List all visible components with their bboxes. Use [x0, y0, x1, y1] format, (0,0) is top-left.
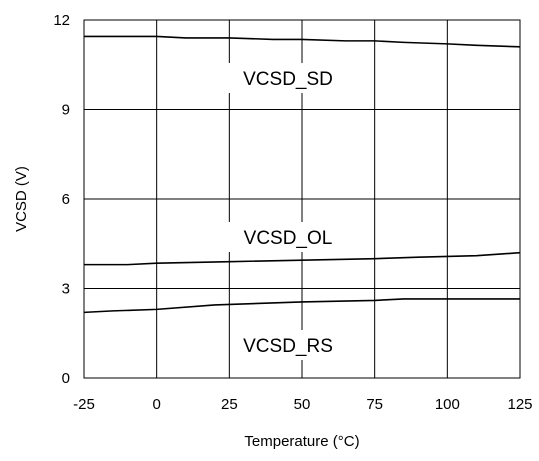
series-labels: VCSD_SD VCSD_OL VCSD_RS: [243, 69, 333, 357]
series-lines: [83, 35, 521, 314]
x-axis-title: Temperature (°C): [244, 433, 359, 450]
series-label-vcsd-rs: VCSD_RS: [243, 336, 333, 357]
x-tick-label: 25: [221, 396, 238, 413]
series-line-vcsd-rs: [83, 298, 520, 314]
x-tick-label: -25: [73, 396, 95, 413]
y-tick-label: 9: [62, 102, 70, 119]
x-tick-label: 0: [152, 396, 160, 413]
series-line-vcsd-ol: [84, 251, 521, 266]
series-label-vcsd-sd: VCSD_SD: [243, 69, 333, 90]
y-axis-title: VCSD (V): [13, 166, 30, 232]
y-tick-label: 6: [62, 191, 70, 208]
x-tick-label: 50: [294, 396, 311, 413]
x-tick-label: 100: [435, 396, 460, 413]
series-label-backgrounds: [228, 63, 348, 360]
series-label-background: [228, 222, 348, 252]
x-tick-label: 125: [507, 396, 532, 413]
y-tick-label: 0: [62, 370, 70, 387]
y-tick-labels: 0 3 6 9 12: [53, 12, 70, 387]
series-label-background: [228, 63, 348, 93]
plot-frame: [83, 19, 521, 379]
x-tick-labels: -25 0 25 50 75 100 125: [73, 396, 532, 413]
series-label-background: [230, 330, 346, 360]
y-tick-label: 12: [53, 12, 70, 29]
x-tick-label: 75: [366, 396, 383, 413]
y-tick-label: 3: [62, 281, 70, 298]
series-label-vcsd-ol: VCSD_OL: [244, 228, 333, 249]
series-line-vcsd-sd: [84, 35, 521, 48]
